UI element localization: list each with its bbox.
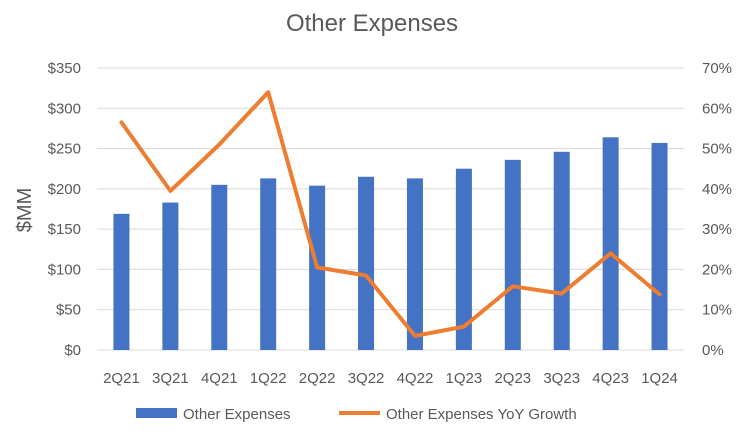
left-tick-label: $50 — [56, 302, 81, 319]
x-tick-label: 4Q23 — [592, 370, 629, 387]
left-tick-label: $150 — [48, 221, 81, 238]
left-tick-label: $250 — [48, 141, 81, 158]
left-tick-label: $350 — [48, 60, 81, 77]
gridlines — [97, 67, 684, 351]
bar-2Q21 — [113, 213, 130, 350]
legend: Other Expenses Other Expenses YoY Growth — [136, 406, 577, 423]
right-tick-label: 50% — [702, 141, 732, 158]
left-tick-label: $100 — [48, 261, 81, 278]
right-tick-label: 10% — [702, 302, 732, 319]
x-tick-label: 1Q23 — [446, 370, 483, 387]
left-axis-ticks: $0 $50 $100 $150 $200 $250 $300 $350 — [48, 60, 81, 359]
left-tick-label: $200 — [48, 181, 81, 198]
right-axis-ticks: 0% 10% 20% 30% 40% 50% 60% 70% — [702, 60, 732, 359]
left-tick-label: $300 — [48, 100, 81, 117]
x-axis-ticks: 2Q21 3Q21 4Q21 1Q22 2Q22 3Q22 4Q22 1Q23 2Q23 3Q23… — [103, 370, 678, 387]
x-tick-label: 1Q22 — [250, 370, 287, 387]
bar-4Q21 — [211, 184, 228, 350]
bar-3Q21 — [162, 202, 179, 350]
legend-label-bar: Other Expenses — [183, 406, 291, 423]
x-tick-label: 3Q23 — [543, 370, 580, 387]
bar-2Q23 — [504, 159, 521, 350]
x-tick-label: 2Q23 — [494, 370, 531, 387]
right-tick-label: 30% — [702, 221, 732, 238]
right-tick-label: 60% — [702, 100, 732, 117]
y-axis-label: $MM — [14, 188, 36, 232]
bar-1Q23 — [455, 168, 472, 350]
bar-4Q22 — [406, 178, 423, 350]
x-tick-label: 2Q21 — [103, 370, 140, 387]
chart-title: Other Expenses — [286, 10, 458, 37]
x-tick-label: 4Q21 — [201, 370, 238, 387]
legend-label-line: Other Expenses YoY Growth — [386, 406, 577, 423]
x-tick-label: 1Q24 — [641, 370, 678, 387]
x-tick-label: 4Q22 — [397, 370, 434, 387]
right-tick-label: 20% — [702, 261, 732, 278]
bar-4Q23 — [602, 137, 619, 350]
bar-1Q22 — [260, 178, 277, 350]
bar-3Q22 — [358, 176, 375, 350]
x-tick-label: 2Q22 — [299, 370, 336, 387]
x-tick-label: 3Q21 — [152, 370, 189, 387]
right-tick-label: 40% — [702, 181, 732, 198]
bar-1Q24 — [651, 142, 668, 350]
bar-series — [113, 137, 668, 350]
x-tick-label: 3Q22 — [348, 370, 385, 387]
bar-3Q23 — [553, 151, 570, 350]
left-tick-label: $0 — [64, 342, 81, 359]
line-series — [119, 90, 662, 338]
right-tick-label: 0% — [702, 342, 724, 359]
right-tick-label: 70% — [702, 60, 732, 77]
legend-swatch-bar — [136, 408, 177, 418]
yoy-growth-line — [119, 90, 662, 338]
